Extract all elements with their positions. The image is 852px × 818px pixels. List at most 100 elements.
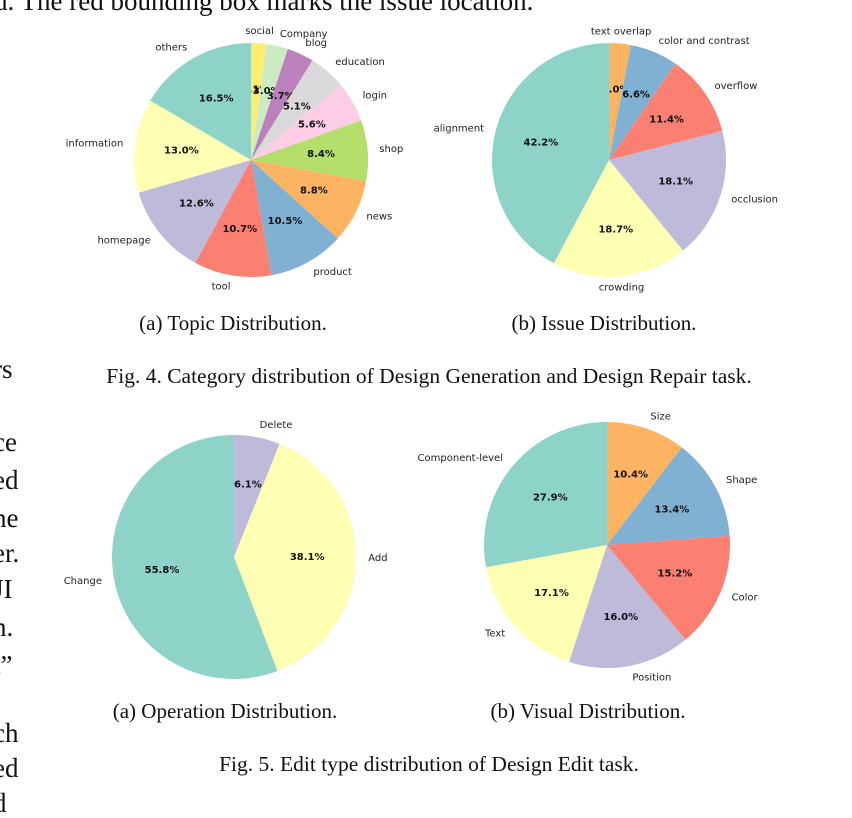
pie-slice-crowding [553, 160, 684, 278]
pie-slice-blog [251, 48, 313, 160]
figure-5-caption: Fig. 5. Edit type distribution of Design… [219, 752, 639, 776]
subcaption-topic-distribution: (a) Topic Distribution. [139, 311, 327, 335]
pie-slice-product [251, 160, 338, 276]
pie-slice-social [251, 43, 267, 160]
left-fragment: ce [0, 427, 17, 457]
pie-slice-text-overlap [609, 43, 631, 160]
pie-slice-position [568, 545, 686, 668]
subcaption-operation-distribution: (a) Operation Distribution. [112, 699, 338, 723]
slice-percent-label: 6.1% [234, 480, 262, 491]
topic-distribution-pie: 2.1% social 3.0% Company 3.7% blog 5.1% educati… [66, 26, 404, 293]
slice-percent-label: 13.4% [655, 504, 690, 515]
slice-category-label: login [363, 90, 387, 101]
slice-category-label: text overlap [591, 26, 651, 37]
pie-slice-company [251, 44, 288, 160]
slice-category-label: color and contrast [659, 36, 750, 47]
slice-category-label: homepage [97, 235, 150, 246]
left-fragment: d [0, 790, 7, 817]
slice-category-label: education [335, 57, 385, 68]
left-fragment: ed [0, 465, 19, 495]
pie-slice-homepage [138, 160, 251, 263]
slice-category-label: blog [305, 38, 327, 49]
slice-percent-label: 6.6% [622, 90, 650, 101]
slice-percent-label: 55.8% [145, 565, 180, 576]
header-text-fragment: d. The red bounding box marks the issue … [0, 0, 534, 16]
left-fragment: he [0, 503, 19, 533]
slice-percent-label: 5.1% [283, 101, 311, 112]
pie-slice-education [251, 60, 341, 160]
pie-slice-information [134, 100, 251, 193]
slice-category-label: information [66, 138, 124, 149]
left-fragment: rs [0, 354, 13, 384]
slice-category-label: Position [632, 672, 671, 683]
slice-category-label: occlusion [731, 195, 778, 206]
slice-category-label: Change [64, 576, 102, 587]
operation-distribution-pie: 6.1% Delete 38.1% Add 55.8% Change [64, 420, 388, 679]
pie-slice-login [251, 84, 362, 160]
figure-4-caption: Fig. 4. Category distribution of Design … [106, 364, 752, 388]
pie-slice-text [486, 545, 607, 662]
slice-category-label: others [155, 43, 187, 54]
slice-percent-label: 27.9% [533, 492, 568, 503]
pie-slice-change [112, 435, 278, 679]
pie-slice-others [150, 43, 251, 160]
slice-percent-label: 11.4% [649, 114, 684, 125]
pie-slice-component-level [484, 422, 607, 568]
pie-slice-alignment [491, 43, 609, 264]
slice-category-label: Size [650, 411, 671, 422]
slice-category-label: product [313, 267, 352, 278]
pie-slice-color [607, 535, 730, 640]
pie-slice-add [234, 443, 357, 671]
slice-category-label: news [366, 212, 392, 223]
slice-category-label: Text [484, 629, 505, 640]
slice-percent-label: 18.7% [598, 224, 633, 235]
slice-category-label: crowding [599, 283, 645, 294]
slice-category-label: overflow [715, 81, 758, 92]
pie-slice-shop [251, 120, 368, 182]
left-fragment: JI [0, 574, 13, 604]
slice-category-label: alignment [434, 123, 485, 134]
slice-category-label: shop [379, 144, 403, 155]
subcaption-issue-distribution: (b) Issue Distribution. [511, 311, 697, 335]
issue-distribution-pie: 3.0% text overlap 6.6% color and contrast 11… [434, 26, 778, 293]
slice-percent-label: 13.0% [164, 146, 199, 157]
slice-category-label: social [245, 26, 274, 37]
subcaption-visual-distribution: (b) Visual Distribution. [490, 699, 686, 723]
pie-slice-delete [234, 435, 280, 557]
left-fragment: n. [0, 612, 14, 642]
slice-category-label: Shape [726, 475, 757, 486]
pie-slice-occlusion [609, 130, 726, 251]
slice-percent-label: 12.6% [179, 199, 214, 210]
slice-percent-label: 8.8% [300, 186, 328, 197]
slice-category-label: tool [212, 282, 231, 293]
pie-slice-tool [195, 160, 272, 277]
slice-percent-label: 10.4% [613, 470, 648, 481]
slice-percent-label: 3.0% [602, 85, 630, 96]
slice-percent-label: 16.0% [603, 612, 638, 623]
slice-percent-label: 8.4% [307, 149, 335, 160]
slice-percent-label: 5.6% [298, 120, 326, 131]
slice-category-label: Delete [260, 420, 293, 431]
slice-category-label: Company [280, 29, 328, 40]
pie-slice-news [251, 160, 367, 239]
slice-category-label: Add [368, 553, 387, 564]
pie-slice-size [607, 422, 682, 545]
slice-percent-label: 42.2% [524, 138, 559, 149]
pie-slice-shape [607, 447, 730, 545]
slice-percent-label: 3.7% [267, 91, 295, 102]
slice-category-label: Component-level [418, 453, 503, 464]
slice-percent-label: 17.1% [534, 588, 569, 599]
left-fragment: ed [0, 753, 19, 783]
pie-slice-color-and-contrast [609, 45, 676, 160]
slice-category-label: Color [732, 593, 759, 604]
left-fragment: t” [0, 650, 13, 680]
pie-slice-overflow [609, 63, 723, 160]
slice-percent-label: 38.1% [290, 552, 325, 563]
slice-percent-label: 3.0% [253, 86, 281, 97]
slice-percent-label: 16.5% [199, 94, 234, 105]
left-fragment: ch [0, 718, 19, 748]
slice-percent-label: 2.1% [242, 85, 270, 96]
slice-percent-label: 10.7% [222, 224, 257, 235]
slice-percent-label: 18.1% [658, 176, 693, 187]
